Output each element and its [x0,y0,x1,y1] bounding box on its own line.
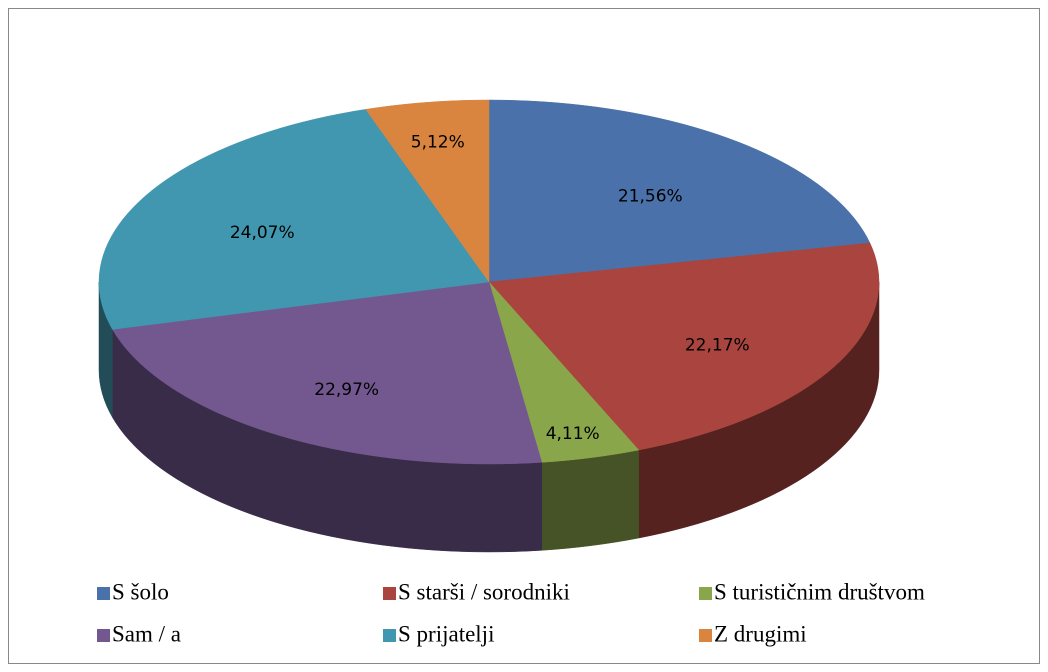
legend-swatch [699,587,712,600]
slice-side [541,449,639,551]
legend-label: S turističnim društvom [714,579,925,604]
legend-label: S starši / sorodniki [398,579,570,604]
data-label: 22,17% [685,336,750,356]
slice [488,99,871,283]
legend-label: S šolo [112,579,169,604]
slice [488,281,640,463]
data-label: 21,56% [618,186,683,206]
data-label: 22,97% [314,380,379,400]
legend-label: Z drugimi [714,621,807,646]
legend-swatch [97,587,110,600]
data-label: 5,12% [411,133,465,153]
legend-swatch [97,629,110,642]
slice [365,99,490,283]
data-label: 4,11% [546,424,600,444]
legend-label: S prijatelji [398,621,494,646]
legend-swatch [699,629,712,642]
slice [112,281,543,465]
slice [98,109,490,330]
slice [488,242,880,451]
data-label: 24,07% [230,223,295,243]
legend-label: Sam / a [112,621,181,646]
legend-swatch [383,587,396,600]
legend-swatch [383,629,396,642]
